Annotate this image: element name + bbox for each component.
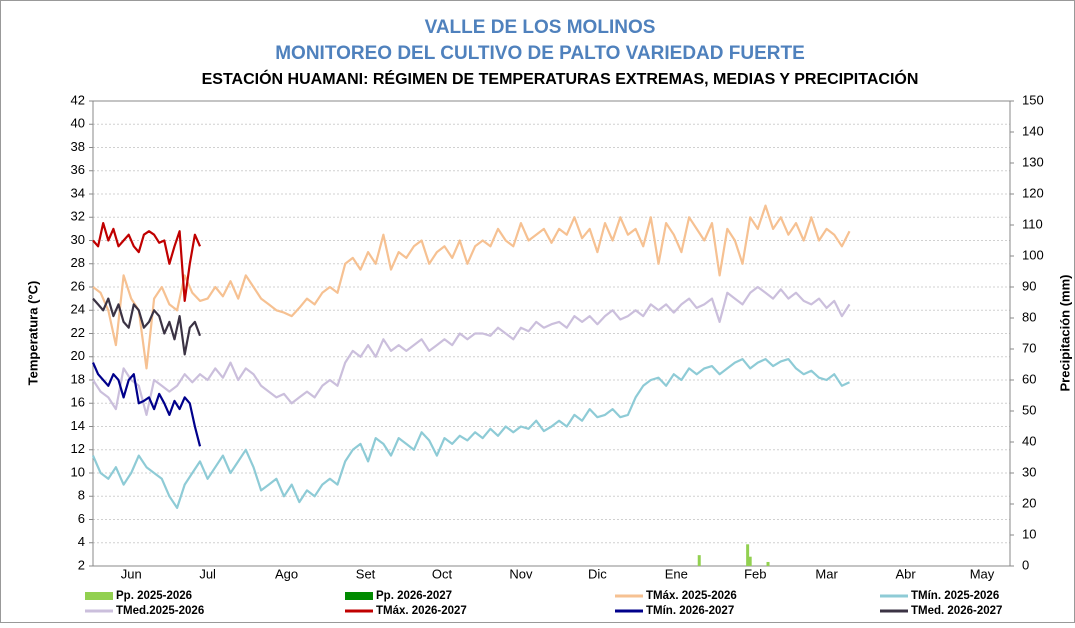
line <box>91 362 202 447</box>
bar <box>748 556 752 566</box>
y-tick-label: 12 <box>71 441 85 456</box>
y-tick-label: 2 <box>78 557 85 572</box>
line <box>92 222 202 302</box>
y-axis-label: Temperatura (°C) <box>25 281 40 386</box>
x-tick-label: May <box>970 566 995 581</box>
y-tick-label: 14 <box>71 418 85 433</box>
y-tick-label: 38 <box>71 139 85 154</box>
plot-frame <box>92 100 1011 567</box>
line <box>92 285 851 416</box>
y-tick-label: 28 <box>71 255 85 270</box>
bar <box>697 555 701 566</box>
y-tick-label: 32 <box>71 209 85 224</box>
y2-tick-label: 110 <box>1022 216 1043 231</box>
x-tick-label: Ene <box>665 566 688 581</box>
line <box>92 297 202 356</box>
x-tick-label: Jul <box>199 566 216 581</box>
y2-tick-label: 130 <box>1022 154 1044 169</box>
y2-tick-label: 60 <box>1022 371 1036 386</box>
x-tick-label: Mar <box>815 566 838 581</box>
y2-tick-label: 30 <box>1022 464 1036 479</box>
y2-axis-label: Precipitación (mm) <box>1057 274 1072 391</box>
x-tick-label: Set <box>356 566 376 581</box>
y-tick-label: 22 <box>71 325 85 340</box>
x-tick-label: Ago <box>275 566 298 581</box>
legend-label: Pp. 2025-2026 <box>116 590 192 602</box>
legend-label: TMín. 2025-2026 <box>911 590 999 602</box>
y2-tick-label: 50 <box>1022 402 1036 417</box>
y2-tick-label: 20 <box>1022 495 1036 510</box>
y-tick-label: 34 <box>71 185 85 200</box>
y2-tick-label: 150 <box>1022 92 1044 107</box>
y-tick-label: 8 <box>78 488 85 503</box>
x-tick-label: Oct <box>432 566 453 581</box>
x-tick-label: Nov <box>509 566 533 581</box>
legend-label: TMín. 2026-2027 <box>646 605 734 617</box>
x-tick-label: Feb <box>744 566 766 581</box>
y-tick-label: 42 <box>71 92 85 107</box>
chart-title: VALLE DE LOS MOLINOS <box>425 17 656 38</box>
y-tick-label: 24 <box>71 302 85 317</box>
y2-tick-label: 0 <box>1022 557 1029 572</box>
legend-label: TMed. 2026-2027 <box>911 605 1002 617</box>
chart-subtitle: MONITOREO DEL CULTIVO DE PALTO VARIEDAD … <box>275 43 805 64</box>
x-tick-label: Abr <box>895 566 916 581</box>
y2-tick-label: 140 <box>1022 123 1044 138</box>
line <box>92 204 851 370</box>
y-tick-label: 36 <box>71 162 85 177</box>
y2-tick-label: 100 <box>1022 247 1044 262</box>
legend-label: TMáx. 2025-2026 <box>646 590 737 602</box>
x-tick-label: Dic <box>588 566 607 581</box>
bar <box>746 544 750 566</box>
y2-tick-label: 40 <box>1022 433 1036 448</box>
y2-tick-label: 70 <box>1022 340 1036 355</box>
bar <box>766 561 770 566</box>
legend-swatch <box>345 592 373 600</box>
legend-label: Pp. 2026-2027 <box>376 590 452 602</box>
y2-tick-label: 120 <box>1022 185 1044 200</box>
y-tick-label: 30 <box>71 232 85 247</box>
legend-swatch <box>85 592 113 600</box>
y2-tick-label: 80 <box>1022 309 1036 324</box>
line <box>91 358 850 509</box>
legend-label: TMed.2025-2026 <box>116 605 204 617</box>
x-tick-label: Jun <box>121 566 142 581</box>
y-tick-label: 10 <box>71 464 85 479</box>
y-tick-label: 4 <box>78 534 85 549</box>
y-tick-label: 20 <box>71 348 85 363</box>
chart-subtitle: ESTACIÓN HUAMANI: RÉGIMEN DE TEMPERATURA… <box>202 69 919 88</box>
y-tick-label: 26 <box>71 278 85 293</box>
y2-tick-label: 90 <box>1022 278 1036 293</box>
y-tick-label: 16 <box>71 395 85 410</box>
y-tick-label: 18 <box>71 371 85 386</box>
y-tick-label: 40 <box>71 116 85 131</box>
y2-tick-label: 10 <box>1022 526 1036 541</box>
y-tick-label: 6 <box>78 511 85 526</box>
legend-label: TMáx. 2026-2027 <box>376 605 467 617</box>
